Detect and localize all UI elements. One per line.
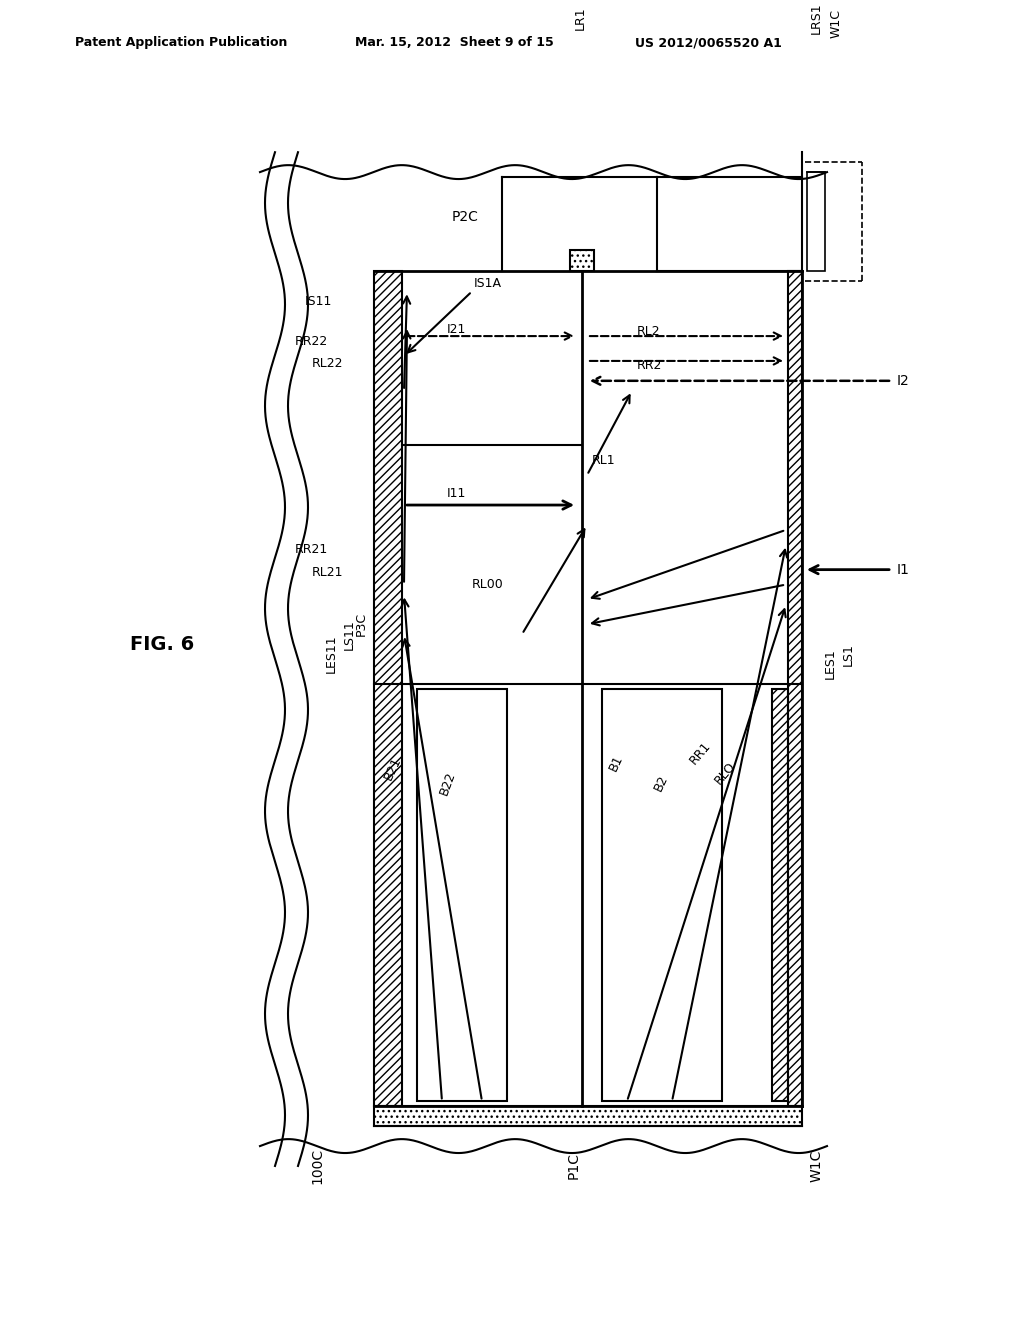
Text: Patent Application Publication: Patent Application Publication — [75, 37, 288, 49]
Text: LR1: LR1 — [574, 7, 587, 30]
Text: RR1: RR1 — [687, 739, 714, 767]
Bar — [772, 689, 788, 1101]
Bar — [807, 172, 825, 272]
Text: W1C: W1C — [810, 1150, 824, 1183]
Bar — [602, 689, 722, 1101]
Text: LES11: LES11 — [325, 635, 338, 673]
Bar — [788, 272, 802, 1106]
Text: I21: I21 — [447, 322, 466, 335]
Text: I11: I11 — [447, 487, 466, 499]
Text: LS1: LS1 — [842, 643, 855, 665]
Text: RR21: RR21 — [295, 544, 329, 556]
Text: RL1: RL1 — [592, 454, 615, 467]
Text: US 2012/0065520 A1: US 2012/0065520 A1 — [635, 37, 782, 49]
Text: RLO: RLO — [712, 759, 738, 787]
Text: LES1: LES1 — [824, 648, 837, 680]
Bar — [374, 272, 402, 1106]
Text: RR2: RR2 — [637, 359, 663, 372]
Text: I1: I1 — [897, 562, 910, 577]
Text: B1: B1 — [607, 754, 626, 774]
Text: B21: B21 — [382, 755, 404, 783]
Text: B2: B2 — [652, 774, 671, 793]
Text: IS11: IS11 — [305, 294, 333, 308]
Text: 100C: 100C — [310, 1148, 324, 1184]
Text: RL2: RL2 — [637, 325, 660, 338]
Text: W1C: W1C — [830, 8, 843, 37]
Text: B22: B22 — [437, 770, 458, 797]
Text: RL21: RL21 — [312, 566, 343, 579]
Text: LS11: LS11 — [343, 619, 356, 649]
Text: FIG. 6: FIG. 6 — [130, 635, 195, 653]
Bar — [374, 1106, 802, 1126]
Text: IS1A: IS1A — [474, 277, 502, 290]
Text: LRS1: LRS1 — [810, 3, 823, 34]
Bar — [417, 689, 507, 1101]
Text: Mar. 15, 2012  Sheet 9 of 15: Mar. 15, 2012 Sheet 9 of 15 — [355, 37, 554, 49]
Text: P3C: P3C — [355, 612, 368, 636]
Text: RR22: RR22 — [295, 334, 329, 347]
Bar — [570, 249, 594, 272]
Text: I2: I2 — [897, 374, 909, 388]
Text: P1C: P1C — [567, 1152, 581, 1180]
Text: RL00: RL00 — [472, 578, 504, 591]
Text: RL22: RL22 — [312, 358, 343, 371]
Text: P2C: P2C — [452, 210, 479, 224]
